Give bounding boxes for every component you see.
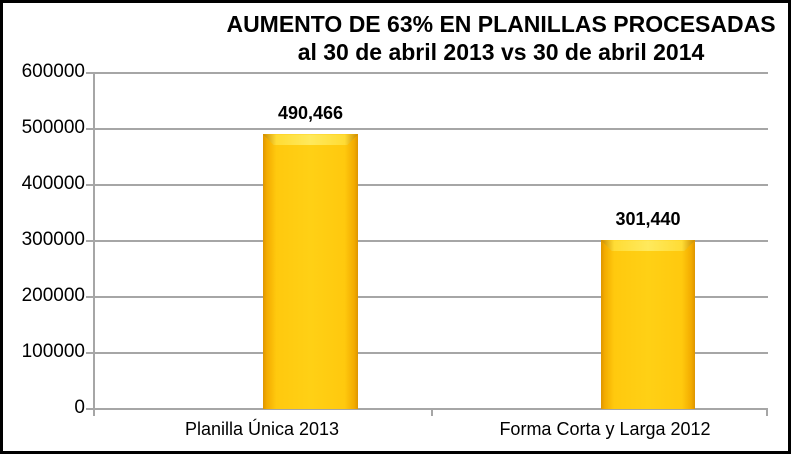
y-axis-tick-label: 300000 xyxy=(21,229,85,250)
y-axis-tick-label: 400000 xyxy=(21,173,85,194)
gridline xyxy=(95,128,768,130)
x-axis-line xyxy=(95,408,768,410)
bar-group-forma-corta-y-larga-2012: 301,440 xyxy=(601,32,695,409)
y-axis-tick-label: 200000 xyxy=(21,285,85,306)
chart-title: AUMENTO DE 63% EN PLANILLAS PROCESADAS a… xyxy=(201,10,788,66)
x-axis-tick xyxy=(431,410,433,416)
gridline xyxy=(95,240,768,242)
y-axis-tick xyxy=(86,240,93,242)
data-label: 490,466 xyxy=(277,103,344,124)
chart-title-line-1: AUMENTO DE 63% EN PLANILLAS PROCESADAS xyxy=(226,11,776,37)
x-axis-category-label: Forma Corta y Larga 2012 xyxy=(499,419,711,439)
plot-area: 490,466 301,440 xyxy=(86,72,768,416)
y-axis-tick-label: 600000 xyxy=(21,61,85,82)
chart-title-line-2: al 30 de abril 2013 vs 30 de abril 2014 xyxy=(297,39,705,65)
gridline xyxy=(95,184,768,186)
x-axis-category-label: Planilla Única 2013 xyxy=(184,419,340,439)
bar-planilla-unica-2013 xyxy=(263,134,358,409)
gridline xyxy=(95,296,768,298)
bar-forma-corta-y-larga-2012 xyxy=(601,240,695,409)
y-axis-tick-label: 0 xyxy=(74,397,85,418)
y-axis-tick xyxy=(86,296,93,298)
y-axis-tick xyxy=(86,72,93,74)
x-axis-tick xyxy=(766,410,768,416)
gridline xyxy=(95,72,768,74)
gridline xyxy=(95,352,768,354)
bar-group-planilla-unica-2013: 490,466 xyxy=(263,32,358,409)
y-axis-line xyxy=(93,72,95,416)
y-axis-tick xyxy=(86,408,93,410)
y-axis-tick-label: 100000 xyxy=(21,341,85,362)
y-axis-tick-label: 500000 xyxy=(21,117,85,138)
data-label: 301,440 xyxy=(615,209,681,230)
y-axis-tick xyxy=(86,352,93,354)
y-axis-tick xyxy=(86,184,93,186)
y-axis-tick xyxy=(86,128,93,130)
